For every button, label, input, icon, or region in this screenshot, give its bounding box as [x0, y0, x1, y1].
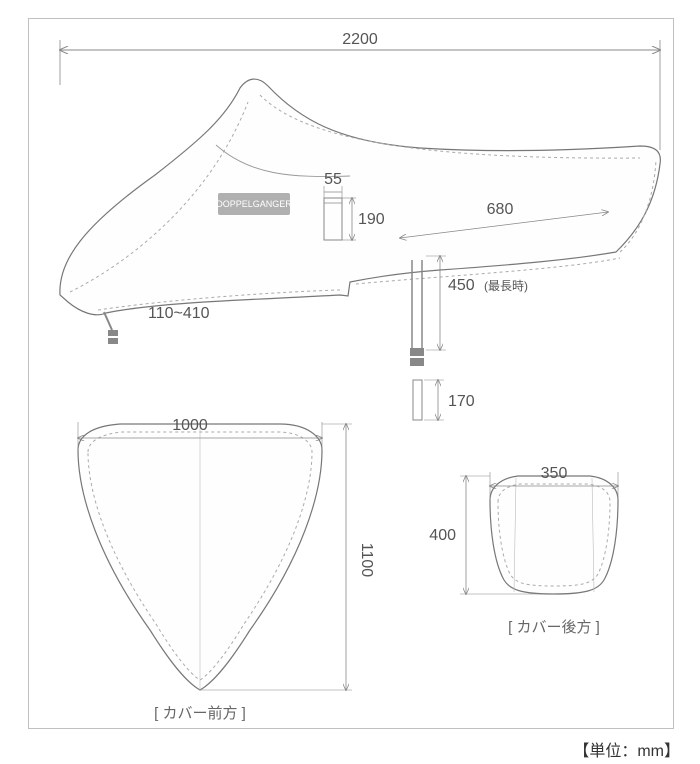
- diagram-frame: [28, 18, 674, 729]
- unit-note: 【単位：mm】: [573, 742, 680, 760]
